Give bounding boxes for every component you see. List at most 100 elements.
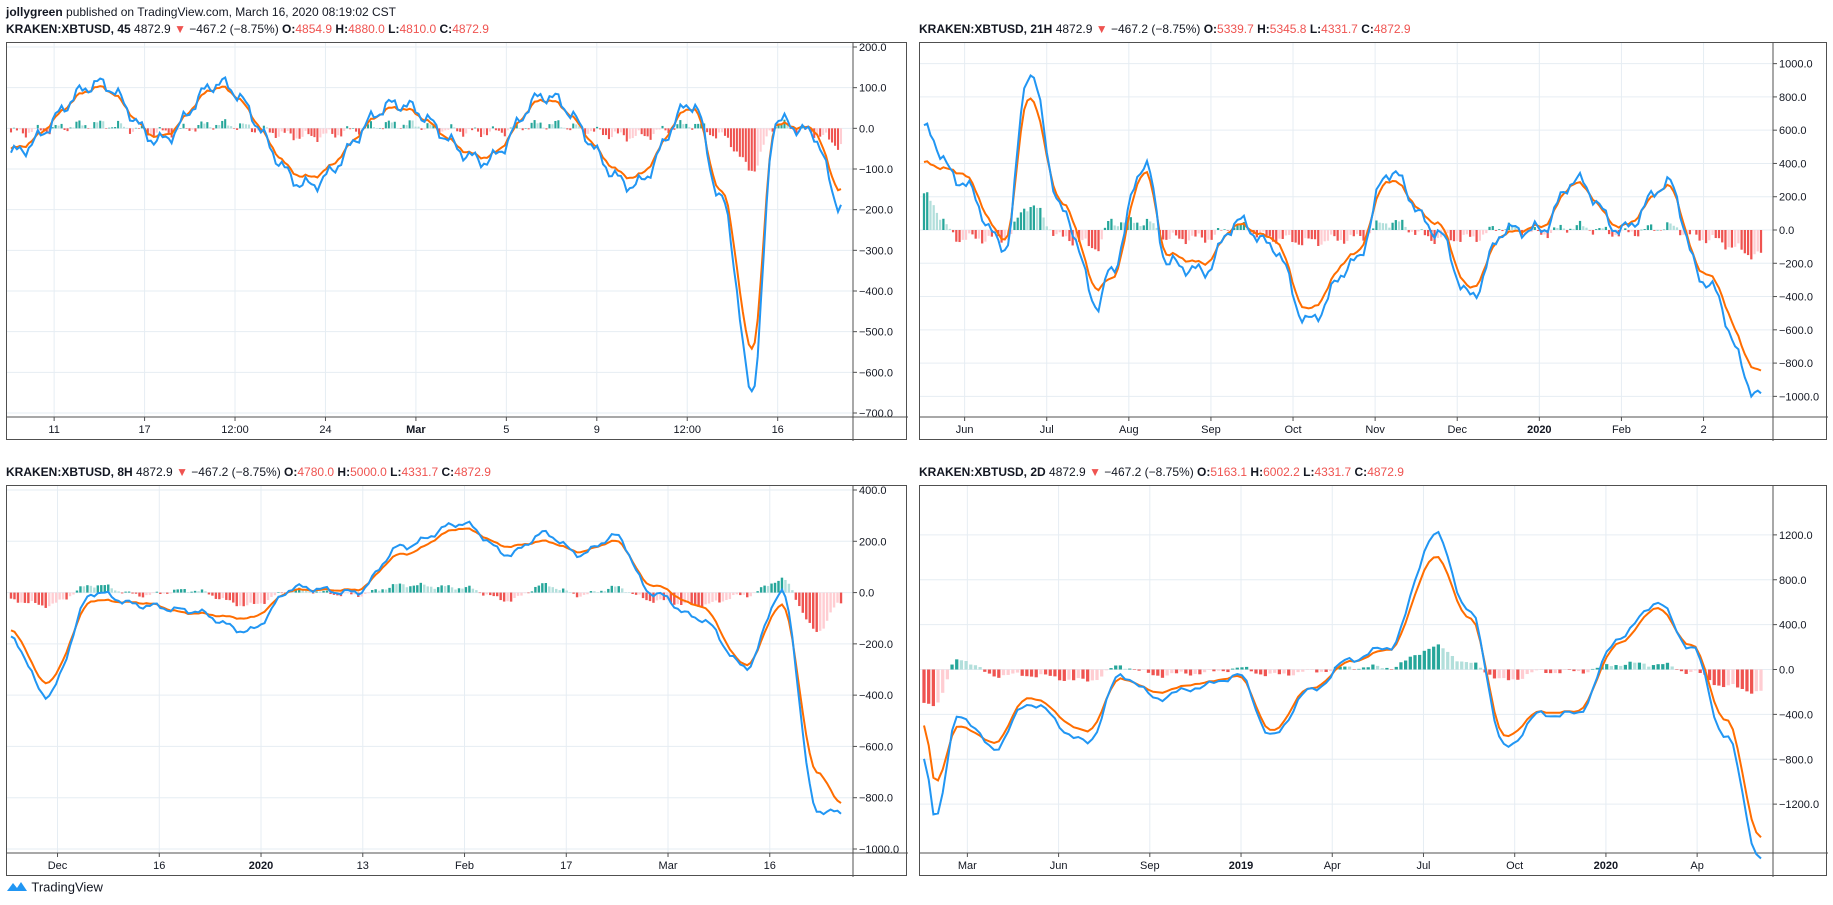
macd-chart[interactable]: 1000.0 800.0 600.0 400.0 200.0 0.0 −200.0 −400.…	[919, 42, 1828, 441]
histogram-bar	[27, 128, 30, 133]
histogram-bar	[479, 128, 483, 137]
histogram-bar	[423, 128, 426, 130]
histogram-bar	[1207, 669, 1211, 670]
histogram-bar	[1072, 669, 1076, 681]
histogram-bar	[291, 591, 294, 593]
histogram-bar	[113, 590, 117, 593]
histogram-bar	[13, 592, 16, 600]
histogram-bar	[395, 584, 398, 593]
y-tick-label: −1000.0	[1779, 391, 1819, 403]
histogram-bar	[1055, 230, 1058, 235]
histogram-bar	[411, 120, 414, 129]
histogram-bar	[454, 589, 457, 593]
histogram-bar	[1614, 665, 1618, 670]
histogram-bar	[777, 124, 780, 129]
tradingview-brand[interactable]: TradingView	[31, 879, 103, 895]
histogram-bar	[1191, 230, 1194, 236]
histogram-bar	[1669, 223, 1672, 230]
close-key: C:	[439, 22, 453, 36]
histogram-bar	[318, 591, 322, 593]
histogram-bar	[1494, 230, 1498, 231]
symbol-legend: KRAKEN:XBTUSD, 2D 4872.9 ▼ −467.2 (−8.75…	[919, 465, 1404, 479]
histogram-bar	[436, 587, 440, 593]
histogram-bar	[82, 586, 86, 593]
y-tick-label: −200.0	[1779, 258, 1813, 270]
histogram-bar	[732, 592, 735, 596]
histogram-bar	[225, 592, 228, 600]
histogram-bar	[1408, 656, 1412, 670]
histogram-bar	[322, 128, 325, 134]
histogram-bar	[218, 592, 221, 600]
histogram-bar	[1628, 661, 1632, 670]
tradingview-cloud-icon[interactable]	[6, 879, 28, 897]
histogram-bar	[1263, 669, 1267, 677]
histogram-bar	[211, 592, 214, 596]
histogram-bar	[1010, 230, 1013, 235]
histogram-bar	[242, 592, 245, 607]
histogram-bar	[1132, 222, 1136, 230]
histogram-bar	[325, 128, 328, 134]
histogram-bar	[329, 592, 332, 595]
histogram-bar	[244, 124, 248, 129]
x-tick-label: 5	[503, 424, 509, 436]
x-tick-label: Mar	[659, 860, 678, 872]
histogram-bar	[364, 592, 367, 594]
histogram-bar	[1553, 227, 1556, 230]
histogram-bar	[1417, 230, 1420, 232]
signal-line	[10, 85, 842, 351]
histogram-bar	[773, 582, 777, 593]
histogram-bar	[973, 665, 978, 670]
histogram-bar	[1197, 230, 1200, 234]
histogram-bar	[631, 128, 634, 139]
histogram-bar	[468, 585, 471, 593]
last-price: 4872.9	[132, 465, 177, 479]
histogram-bar	[825, 128, 828, 133]
histogram-bar	[200, 589, 204, 593]
histogram-bar	[325, 590, 329, 593]
histogram-bar	[766, 586, 770, 593]
y-tick-label: −400.0	[859, 286, 893, 298]
y-tick-label: 1000.0	[1779, 59, 1813, 71]
chart-panel-8h: KRAKEN:XBTUSD, 8H 4872.9 ▼ −467.2 (−8.75…	[0, 443, 913, 879]
histogram-bar	[725, 592, 728, 601]
histogram-bar	[1310, 230, 1313, 240]
y-tick-label: −800.0	[1779, 754, 1813, 766]
y-tick-label: −1200.0	[1779, 799, 1819, 811]
histogram-bar	[520, 592, 523, 596]
histogram-bar	[1572, 228, 1575, 230]
symbol-legend: KRAKEN:XBTUSD, 21H 4872.9 ▼ −467.2 (−8.7…	[919, 22, 1411, 36]
histogram-bar	[1525, 669, 1529, 675]
histogram-bar	[1539, 669, 1543, 670]
histogram-bar	[1586, 669, 1590, 673]
histogram-bar	[834, 128, 837, 146]
histogram-bar	[438, 128, 441, 133]
histogram-bar	[1262, 230, 1265, 232]
histogram-bar	[1389, 669, 1394, 670]
histogram-bar	[1053, 669, 1057, 677]
histogram-bar	[616, 128, 619, 134]
histogram-bar	[1740, 669, 1744, 689]
histogram-bar	[1381, 223, 1385, 230]
histogram-bar	[527, 592, 530, 594]
histogram-bar	[739, 592, 742, 596]
x-tick-label: Ap	[1690, 860, 1703, 872]
macd-chart[interactable]: 400.0 200.0 0.0 −200.0 −400.0 −600.0 −800.0 −10…	[6, 485, 908, 877]
histogram-bar	[1281, 230, 1284, 239]
histogram-bar	[1375, 665, 1380, 670]
histogram-bar	[140, 125, 143, 129]
histogram-bar	[1572, 669, 1576, 672]
histogram-bar	[627, 592, 631, 593]
macd-chart[interactable]: 200.0 100.0 0.0 −100.0 −200.0 −300.0 −400.0 −50…	[6, 42, 908, 441]
author-name[interactable]: jollygreen	[6, 5, 63, 19]
histogram-bar	[1058, 230, 1061, 233]
histogram-bar	[1675, 227, 1679, 230]
histogram-bar	[468, 128, 471, 129]
histogram-bar	[158, 127, 161, 129]
histogram-bar	[471, 128, 474, 131]
x-tick-label: Feb	[1612, 424, 1631, 436]
histogram-bar	[697, 592, 700, 607]
histogram-bar	[1142, 669, 1146, 670]
histogram-bar	[190, 591, 193, 593]
macd-chart[interactable]: 1200.0 800.0 400.0 0.0 −400.0 −800.0 −1200.0 Ma…	[919, 485, 1828, 877]
histogram-bar	[1097, 230, 1100, 252]
